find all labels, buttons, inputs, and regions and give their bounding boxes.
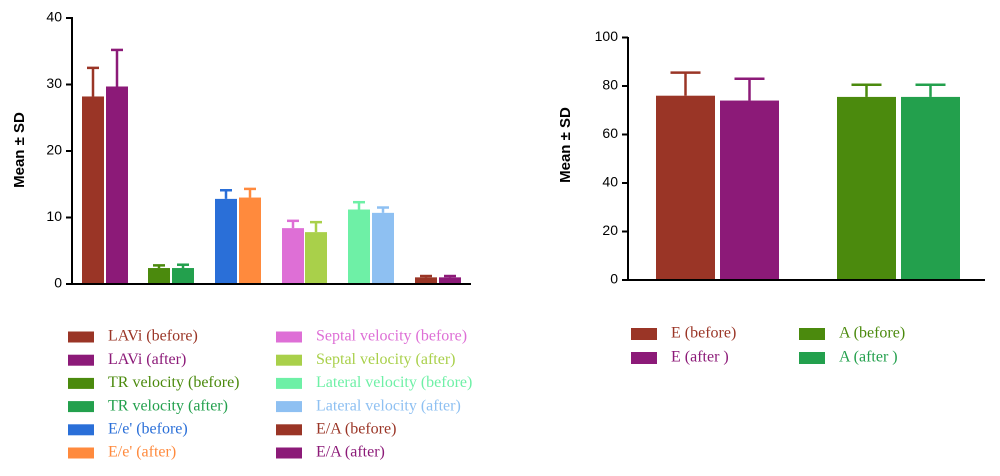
chart-right: Mean ± SD 0 20 40 60 80 100 E (before) E (afte… bbox=[557, 28, 985, 366]
right-legend-swatch bbox=[799, 328, 825, 340]
left-legend-label: E/e' (before) bbox=[108, 420, 188, 437]
left-bar bbox=[305, 232, 327, 284]
right-legend-label: A (before) bbox=[839, 325, 905, 342]
right-tick-label: 40 bbox=[602, 174, 618, 190]
left-tick-label: 40 bbox=[46, 9, 62, 25]
left-legend-swatch bbox=[68, 377, 94, 389]
right-bar bbox=[837, 96, 896, 280]
left-legend-label: E/A (after) bbox=[316, 444, 385, 461]
left-tick-label: 0 bbox=[54, 275, 62, 291]
left-legend-swatch bbox=[68, 354, 94, 366]
left-y-axis-label: Mean ± SD bbox=[11, 112, 28, 188]
left-bar bbox=[372, 212, 394, 284]
right-legend-label: A (after ) bbox=[839, 349, 898, 366]
right-legend-swatch bbox=[799, 352, 825, 364]
left-legend-swatch bbox=[68, 331, 94, 343]
left-legend-swatch bbox=[276, 401, 302, 413]
left-tick-label: 10 bbox=[46, 208, 62, 224]
left-legend-label: Septal velocity (before) bbox=[316, 328, 467, 345]
right-legend-label: E (before) bbox=[671, 325, 736, 342]
right-y-axis-label: Mean ± SD bbox=[557, 107, 574, 183]
right-legend-label: E (after ) bbox=[671, 349, 729, 366]
left-legend-swatch bbox=[276, 331, 302, 343]
right-tick-label: 100 bbox=[595, 28, 619, 44]
right-bar bbox=[720, 100, 779, 280]
left-legend-label: Lateral velocity (before) bbox=[316, 374, 472, 391]
left-bar bbox=[239, 197, 261, 284]
left-legend-label: E/A (before) bbox=[316, 420, 396, 437]
left-legend-swatch bbox=[276, 377, 302, 389]
left-bar bbox=[106, 86, 128, 285]
left-tick-label: 20 bbox=[46, 142, 62, 158]
left-bar bbox=[148, 268, 170, 284]
left-bar bbox=[82, 96, 104, 284]
left-legend-swatch bbox=[276, 424, 302, 436]
left-bar bbox=[439, 277, 461, 284]
right-tick-label: 0 bbox=[610, 271, 618, 287]
left-legend-swatch bbox=[68, 401, 94, 413]
left-bar bbox=[282, 228, 304, 284]
left-y-ticks: 0 10 20 30 40 bbox=[46, 9, 72, 291]
right-legend-swatch bbox=[631, 352, 657, 364]
right-bar bbox=[901, 96, 960, 280]
left-legend-label: LAVi (before) bbox=[108, 328, 198, 345]
left-legend-label: E/e' (after) bbox=[108, 444, 176, 461]
right-y-ticks: 0 20 40 60 80 100 bbox=[595, 28, 628, 287]
left-legend-swatch bbox=[276, 354, 302, 366]
left-bar bbox=[215, 198, 237, 284]
left-legend: LAVi (before) LAVi (after) TR velocity (be… bbox=[68, 328, 472, 461]
right-tick-label: 80 bbox=[602, 77, 618, 93]
left-legend-label: Septal velocity (after) bbox=[316, 351, 456, 368]
right-bar bbox=[656, 95, 715, 280]
left-legend-label: Lateral velocity (after) bbox=[316, 397, 461, 414]
left-bar bbox=[172, 268, 194, 284]
left-legend-label: TR velocity (after) bbox=[108, 397, 228, 414]
left-legend-label: LAVi (after) bbox=[108, 351, 186, 368]
right-tick-label: 20 bbox=[602, 222, 618, 238]
left-legend-swatch bbox=[68, 424, 94, 436]
left-legend-swatch bbox=[68, 447, 94, 459]
left-legend-swatch bbox=[276, 447, 302, 459]
right-legend: E (before) E (after ) A (before) A (after ) bbox=[631, 325, 905, 366]
left-tick-label: 30 bbox=[46, 75, 62, 91]
left-legend-label: TR velocity (before) bbox=[108, 374, 240, 391]
right-legend-swatch bbox=[631, 328, 657, 340]
left-bar bbox=[348, 209, 370, 284]
left-bar bbox=[415, 277, 437, 284]
right-tick-label: 60 bbox=[602, 125, 618, 141]
chart-left: Mean ± SD 0 10 20 30 40 LAVi (before) LAVi (a… bbox=[11, 9, 472, 461]
left-bars bbox=[82, 48, 461, 285]
right-bars bbox=[656, 71, 960, 280]
